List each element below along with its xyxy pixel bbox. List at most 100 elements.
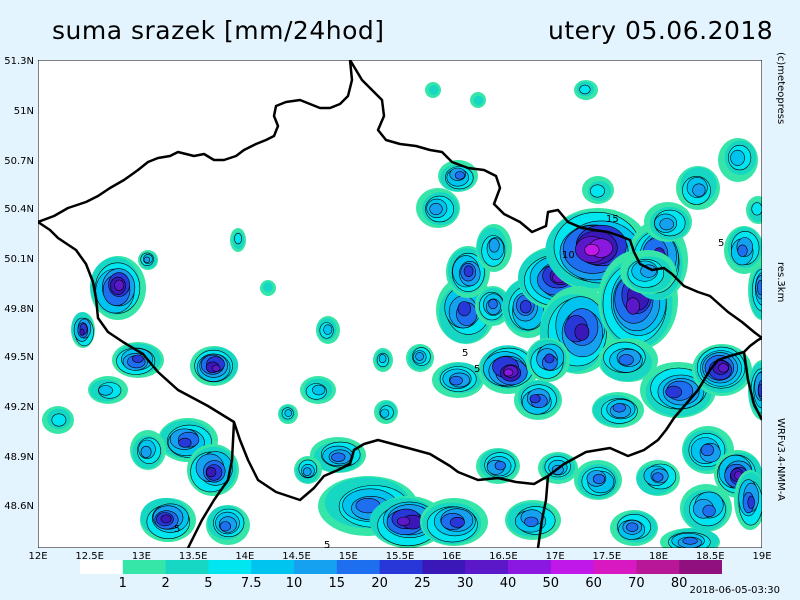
precip-contour: [178, 437, 192, 448]
lon-label: 16.5E: [489, 551, 518, 562]
precip-contour: [415, 352, 424, 361]
colorbar-tick-label: 1: [118, 576, 127, 591]
lon-label: 18.5E: [695, 551, 725, 562]
colorbar-segment: [208, 560, 252, 574]
lon-label: 14.5E: [282, 551, 311, 562]
lon-label: 19E: [752, 551, 772, 562]
precip-contour: [590, 184, 605, 198]
colorbar-tick-label: 2: [161, 576, 170, 591]
contour-label: 5: [324, 540, 330, 548]
precip-contour: [519, 300, 532, 314]
lon-label: 16E: [442, 551, 462, 562]
copyright-label: (c)meteopress: [775, 52, 786, 125]
precip-contour: [700, 443, 715, 457]
lon-label: 18E: [649, 551, 669, 562]
austria-slovakia-border: [536, 475, 550, 548]
lat-label: 49.5N: [4, 352, 34, 363]
precip-contour: [747, 495, 755, 509]
lat-label: 49.2N: [4, 402, 34, 413]
colorbar-tick-label: 40: [499, 576, 517, 591]
precip-contour: [737, 244, 748, 257]
lon-label: 17.5E: [592, 551, 622, 562]
colorbar-segment: [379, 560, 423, 574]
precip-contour: [302, 467, 312, 477]
precip-contour: [323, 324, 333, 335]
precip-contour: [612, 403, 626, 413]
precip-contour: [449, 375, 463, 386]
precip-contour: [263, 282, 273, 292]
lon-label: 13.5E: [178, 551, 208, 562]
precip-contour: [718, 363, 729, 373]
precip-contour: [665, 385, 683, 399]
lat-label: 50.7N: [4, 156, 34, 167]
model-label: WRFv3.4-NMM-A: [775, 418, 786, 501]
precip-contour: [503, 368, 514, 377]
colorbar: [80, 560, 722, 574]
precip-contour: [692, 183, 706, 197]
precip-contour: [640, 264, 657, 278]
precip-contour: [378, 354, 387, 364]
colorbar-segment: [294, 560, 338, 574]
precip-contour: [544, 353, 555, 364]
colorbar-tick-label: 80: [670, 576, 688, 591]
precip-contour: [757, 280, 762, 296]
lon-label: 15E: [338, 551, 358, 562]
colorbar-segment: [122, 560, 167, 574]
precip-contour: [659, 218, 674, 231]
precip-contour: [206, 467, 217, 478]
colorbar-tick-label: 30: [456, 576, 474, 591]
precip-contour: [160, 514, 172, 524]
precip-contour: [473, 95, 484, 106]
colorbar-tick-label: 10: [285, 576, 303, 591]
precip-contour: [494, 460, 506, 471]
precip-contour: [524, 516, 539, 527]
precip-contour: [626, 522, 639, 532]
colorbar-tick-label: 70: [628, 576, 645, 591]
precip-contour: [140, 445, 152, 458]
map-date: utery 05.06.2018: [548, 16, 774, 45]
lon-label: 15.5E: [385, 551, 415, 562]
colorbar-tick-label: 20: [371, 576, 388, 591]
precip-contour: [625, 297, 640, 315]
colorbar-segment: [593, 560, 637, 574]
precip-contour: [380, 408, 390, 418]
czech-border-north-west: [38, 60, 354, 224]
colorbar-tick-label: 60: [585, 576, 602, 591]
colorbar-segment: [679, 560, 722, 574]
contour-label: 5: [718, 238, 724, 249]
contour-label: 5: [474, 364, 480, 375]
precip-contour: [579, 84, 591, 95]
czech-border-south: [38, 220, 762, 502]
precip-contour: [574, 323, 590, 341]
germany-austria-border: [186, 421, 236, 548]
precip-contour: [234, 233, 242, 245]
resolution-label: res.3km: [775, 262, 786, 303]
precip-contour: [331, 452, 346, 462]
precip-contour: [312, 384, 326, 396]
lon-label: 14E: [235, 551, 255, 562]
lat-label: 51N: [13, 106, 34, 117]
precip-contour: [132, 354, 144, 363]
lat-label: 48.9N: [4, 452, 34, 463]
run-timestamp: 2018-06-05-03:30: [689, 585, 780, 596]
colorbar-segment: [251, 560, 295, 574]
lat-label: 51.3N: [4, 56, 34, 67]
lon-label: 17E: [545, 551, 565, 562]
colorbar-segment: [508, 560, 552, 574]
precip-contour: [143, 256, 151, 264]
contour-label: 5: [174, 524, 180, 535]
precip-contour: [682, 537, 698, 545]
precip-contour: [751, 202, 762, 216]
precip-contour: [449, 516, 465, 528]
lon-label: 12.5E: [75, 551, 104, 562]
precip-contour: [652, 472, 664, 482]
precip-contour: [457, 301, 471, 317]
colorbar-tick-label: 15: [328, 576, 346, 591]
precip-contour: [428, 85, 439, 95]
contour-label: 10: [562, 250, 575, 261]
lat-label: 48.6N: [4, 501, 34, 512]
precip-contour: [592, 473, 606, 485]
czech-border-north-east: [348, 60, 762, 339]
colorbar-tick-label: 7.5: [240, 576, 262, 591]
